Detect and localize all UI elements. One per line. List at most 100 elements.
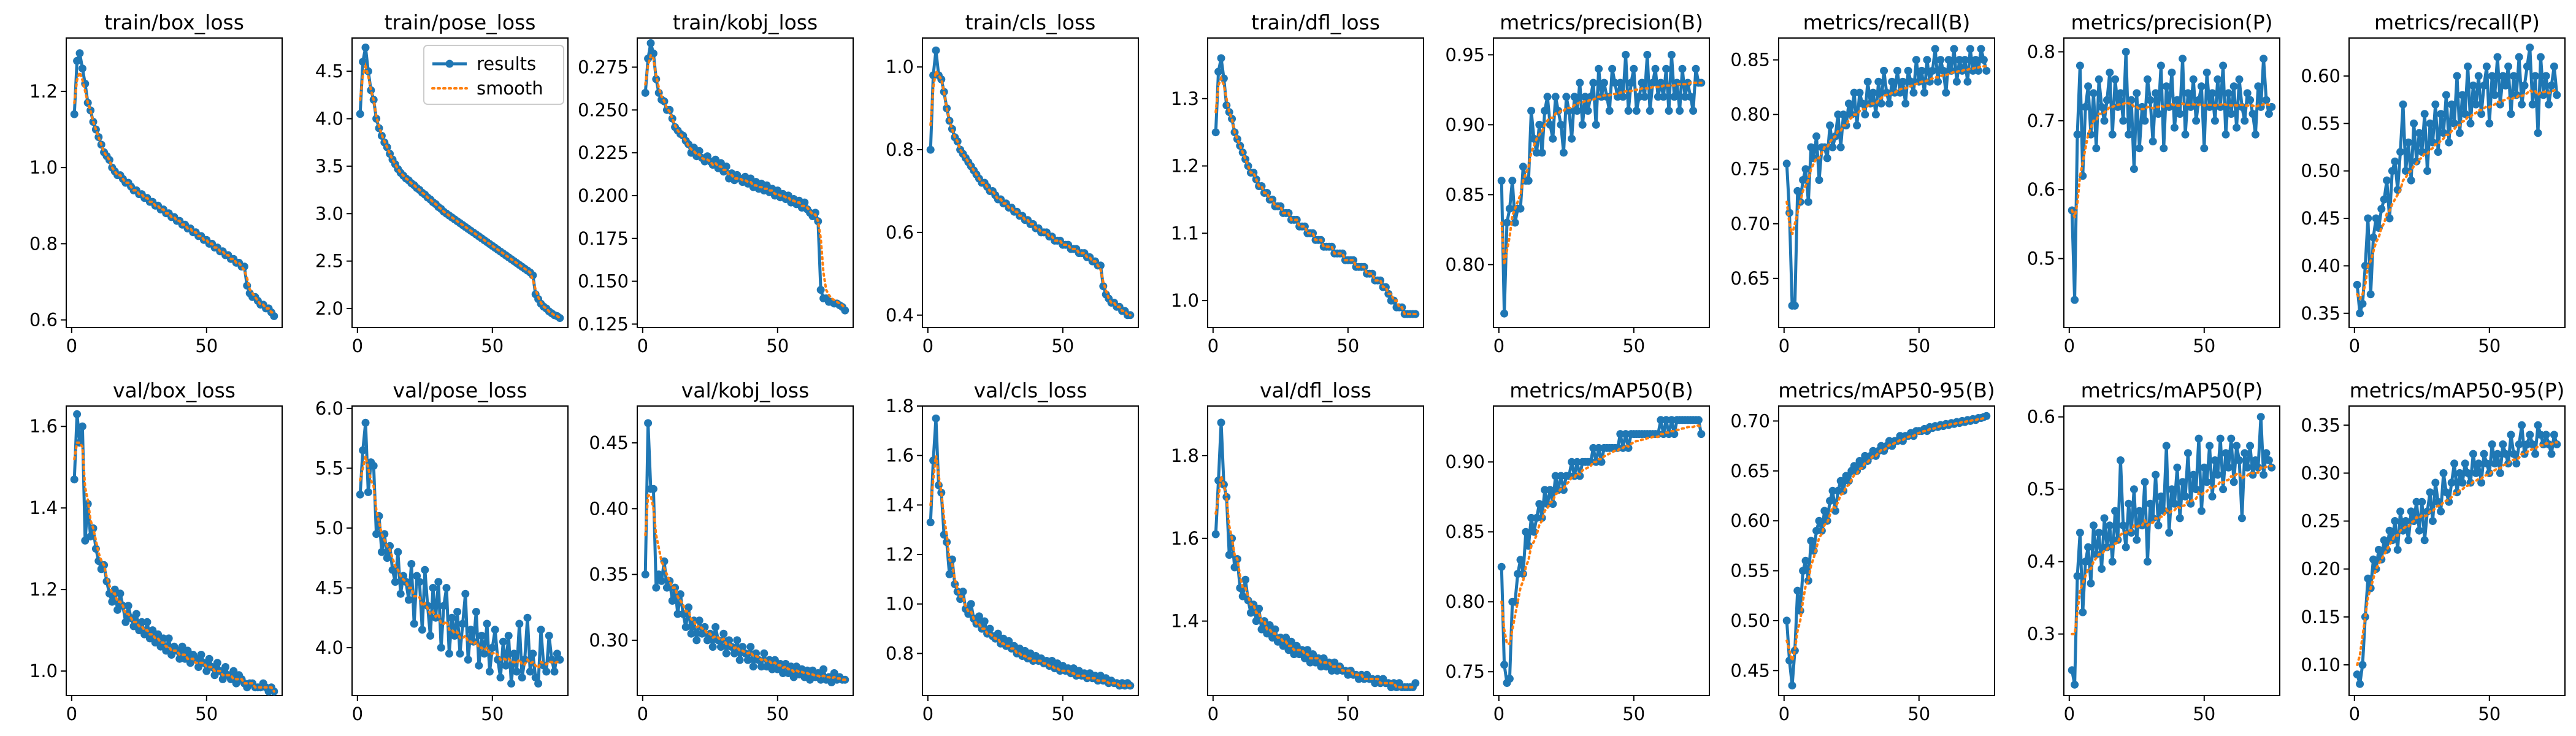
results-point: [2073, 130, 2082, 139]
results-point: [426, 632, 435, 640]
results-point: [2098, 565, 2106, 573]
results-point: [722, 649, 730, 657]
results-point: [841, 306, 849, 315]
results-point: [2504, 62, 2513, 71]
results-point: [2453, 72, 2461, 80]
results-point: [2499, 72, 2507, 80]
results-point: [2233, 442, 2241, 450]
results-point: [1874, 77, 1883, 86]
y-tick-label: 4.5: [315, 61, 343, 82]
results-point: [394, 548, 402, 556]
results-point: [695, 147, 703, 155]
results-point: [2214, 470, 2222, 479]
results-point: [2442, 488, 2450, 497]
results-point: [1904, 66, 1912, 75]
plot-frame: [2348, 37, 2566, 328]
results-point: [1649, 79, 1657, 87]
results-point: [145, 634, 154, 643]
results-point: [2415, 526, 2423, 535]
results-point: [2156, 61, 2165, 70]
results-point: [2197, 507, 2206, 515]
results-line: [2070, 415, 2274, 686]
y-tick-label: 0.275: [578, 56, 629, 77]
results-point: [2243, 463, 2252, 472]
results-point: [2364, 574, 2372, 583]
plot-frame: [1493, 37, 1710, 328]
results-point: [550, 667, 559, 676]
results-point: [1640, 93, 1649, 101]
results-point: [945, 570, 954, 578]
x-tick-label: 0: [352, 703, 363, 724]
results-point: [959, 588, 967, 596]
results-point: [2550, 431, 2558, 439]
results-point: [1543, 93, 1552, 101]
results-point: [1923, 56, 1931, 64]
subplot-17: metrics/mAP50-95(P) 0 50 0.10 0.15 0.20 0.25 0.…: [2301, 378, 2566, 724]
results-point: [197, 651, 205, 659]
y-tick-label: 0.40: [2301, 255, 2340, 276]
results-point: [132, 610, 140, 618]
results-point: [2135, 507, 2144, 515]
results-point: [2531, 72, 2540, 80]
results-point: [2267, 463, 2276, 472]
results-point: [1799, 176, 1807, 184]
x-tick-label: 50: [1336, 703, 1359, 724]
y-tick-label: 0.45: [589, 432, 629, 453]
results-point: [1966, 45, 1974, 53]
subplot-title: metrics/recall(P): [2374, 10, 2540, 34]
results-point: [369, 462, 378, 470]
results-point: [73, 56, 82, 65]
results-point: [1600, 79, 1608, 87]
y-tick-label: 0.6: [2027, 179, 2055, 200]
results-point: [1936, 56, 1945, 64]
results-point: [967, 600, 975, 608]
results-point: [194, 663, 203, 671]
results-point: [2553, 91, 2561, 99]
smooth-line: [1785, 65, 1988, 236]
results-point: [2550, 62, 2558, 71]
results-point: [437, 643, 445, 652]
results-point: [2119, 117, 2128, 125]
results-point: [78, 422, 86, 431]
results-point: [1592, 120, 1600, 129]
results-point: [361, 418, 370, 427]
results-point: [1815, 176, 1823, 184]
results-point: [2488, 440, 2496, 448]
y-tick-label: 5.5: [315, 458, 343, 478]
results-point: [2501, 450, 2510, 458]
y-tick-label: 0.95: [1445, 44, 1485, 65]
results-point: [2507, 431, 2515, 439]
y-tick-label: 2.5: [315, 251, 343, 272]
subplot-11: val/kobj_loss 0 50 0.30 0.35 0.40 0.45: [589, 378, 854, 724]
y-tick-label: 0.8: [2027, 41, 2055, 62]
results-point: [662, 583, 671, 592]
y-tick-label: 1.8: [1171, 445, 1199, 466]
y-tick-label: 0.125: [578, 313, 629, 334]
results-point: [372, 530, 381, 539]
results-point: [926, 145, 935, 154]
y-tick-label: 0.7: [2027, 110, 2055, 131]
results-point: [1255, 604, 1263, 613]
results-point: [2547, 450, 2556, 458]
results-point: [2152, 89, 2160, 98]
subplot-7: metrics/precision(P) 0 50 0.5 0.6 0.7 0.8: [2027, 10, 2280, 356]
results-point: [2388, 167, 2396, 175]
results-line: [929, 48, 1130, 317]
results-point: [2116, 456, 2125, 464]
x-tick-label: 50: [1051, 335, 1074, 356]
results-point: [926, 518, 935, 527]
x-tick-label: 0: [922, 335, 933, 356]
results-point: [2189, 75, 2198, 83]
x-tick-label: 50: [766, 335, 789, 356]
results-point: [687, 629, 696, 638]
results-point: [2431, 478, 2440, 487]
results-point: [1287, 637, 1295, 646]
results-point: [2450, 119, 2459, 128]
y-tick-label: 0.8: [29, 233, 58, 254]
results-point: [2437, 507, 2445, 516]
results-point: [356, 490, 364, 499]
results-point: [980, 617, 989, 626]
results-point: [1505, 675, 1514, 683]
results-point: [2106, 68, 2114, 77]
x-tick-label: 50: [1622, 703, 1645, 724]
